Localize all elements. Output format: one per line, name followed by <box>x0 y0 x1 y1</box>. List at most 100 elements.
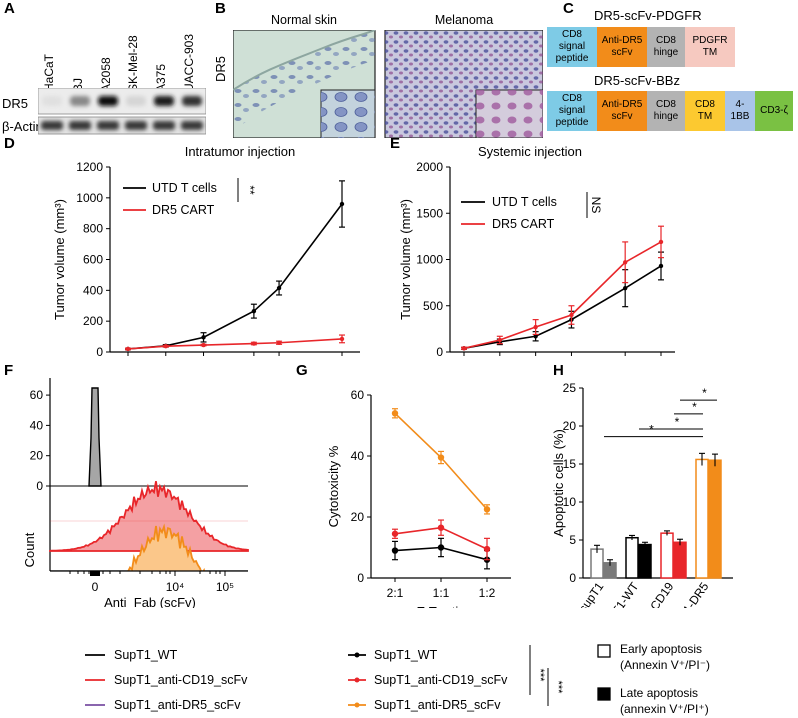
y-axis-label: Count <box>22 532 37 567</box>
x-tick-label: D13 <box>243 360 265 362</box>
x-tick-label: D4 <box>456 360 472 362</box>
y-tick-label: 1000 <box>416 253 443 267</box>
wb-row-label-actin: β-Actin <box>2 119 43 134</box>
wb-band-dr5 <box>42 96 62 106</box>
x-tick-label: D15 <box>268 360 290 362</box>
y-tick-label: 200 <box>83 314 103 328</box>
panel-label-h: H <box>553 362 564 379</box>
legend-label: (annexin V⁺/PI⁺) <box>620 702 709 716</box>
legend-marker <box>354 677 360 683</box>
chart-f-flow: 0 20 40 60 0 10⁴ 10⁵ Anti_Fab (scFv) Count <box>0 378 296 608</box>
chart-title: Intratumor injection <box>185 144 296 159</box>
wb-band-actin <box>125 121 147 130</box>
data-point <box>437 544 445 551</box>
x-tick-label: D6 <box>158 360 174 362</box>
data-point <box>533 334 538 339</box>
data-point <box>125 346 131 352</box>
x-tick-label: 1:1 <box>433 586 450 600</box>
chart-title: Systemic injection <box>478 144 582 159</box>
wb-band-actin <box>41 121 63 130</box>
data-point <box>251 308 257 314</box>
x-tick-label: D15 <box>650 360 672 362</box>
panel-label-f: F <box>4 362 14 379</box>
series-line <box>127 338 343 350</box>
data-point <box>276 340 282 345</box>
x-tick-label: D20 <box>331 360 353 362</box>
x-tick-label: D13 <box>614 360 636 362</box>
chart-d-intratumor: 0 200 400 600 800 1000 1200 D3 D6 D9 D13D15 D20 Tumo… <box>52 144 360 362</box>
x-tick-label: D8 <box>528 360 544 362</box>
data-point <box>658 239 664 245</box>
segment-anti-dr5-scfv: Anti-DR5 scFv <box>597 91 647 131</box>
series-line <box>127 203 343 350</box>
wb-lane-label: A2058 <box>99 57 113 92</box>
panel-label-g: G <box>296 362 308 379</box>
bar <box>638 543 652 579</box>
wb-lane-label: SK-Mel-28 <box>126 35 140 92</box>
segment-cd8-signal-peptide: CD8 signal peptide <box>547 91 597 131</box>
legend-label: UTD T cells <box>492 195 557 209</box>
x-tick-label: D9 <box>196 360 212 362</box>
y-axis-label: Tumor volume (mm³) <box>398 199 413 320</box>
wb-band-actin <box>153 121 175 130</box>
data-point <box>201 335 206 340</box>
legend-label: UTD T cells <box>152 181 217 195</box>
x-axis-marker <box>90 571 100 576</box>
y-tick-label: 20 <box>30 449 44 463</box>
data-point <box>483 506 491 513</box>
legend-label: Late apoptosis <box>620 686 698 700</box>
data-point <box>461 346 467 351</box>
legend-swatch-solid <box>597 687 611 701</box>
y-tick-label: 25 <box>563 381 577 395</box>
legend-label: DR5 CART <box>152 203 215 217</box>
legend-label: SupT1_WT <box>114 648 178 662</box>
wb-band-dr5 <box>126 96 146 106</box>
y-axis-label: Tumor volume (mm³) <box>52 199 67 320</box>
panel-label-b: B <box>215 0 226 17</box>
legend-label: Early apoptosis <box>620 642 702 656</box>
y-tick-label: 60 <box>351 388 365 402</box>
significance-label: ** <box>243 185 257 195</box>
y-tick-label: 1500 <box>416 206 443 220</box>
panel-label-e: E <box>390 135 401 152</box>
x-tick-label: 10⁵ <box>216 580 234 594</box>
significance-label: * <box>692 400 697 414</box>
data-point <box>339 201 345 207</box>
segment-cd8-tm: CD8 TM <box>685 91 725 131</box>
x-tick-label: 2:1 <box>387 586 404 600</box>
data-point <box>391 547 399 554</box>
y-axis-label: Apoptotic cells (%) <box>553 429 566 537</box>
segment-4-1bb: 4-1BB <box>725 91 755 131</box>
data-point <box>497 337 503 343</box>
legend-label: SupT1_WT <box>374 648 438 662</box>
segment-anti-dr5-scfv: Anti-DR5 scFv <box>597 27 647 67</box>
wb-band-actin <box>181 121 203 130</box>
bar <box>660 532 674 579</box>
x-tick-label: D3 <box>120 360 136 362</box>
legend-label: SupT1_anti-DR5_scFv <box>114 698 241 712</box>
wb-band-actin <box>97 121 119 130</box>
wb-band-dr5 <box>98 96 118 106</box>
x-tick-label: 0 <box>92 580 99 594</box>
x-tick-label: D10 <box>560 360 582 362</box>
legend-label: SupT1_anti-CD19_scFv <box>114 673 248 687</box>
y-tick-label: 400 <box>83 283 103 297</box>
data-point <box>658 263 664 269</box>
panel-label-a: A <box>4 0 15 17</box>
y-tick-label: 1200 <box>76 160 103 174</box>
x-axis-label: E:T ratio <box>417 604 466 608</box>
data-point <box>437 524 445 531</box>
histology-images <box>233 30 543 138</box>
data-point <box>251 341 257 346</box>
wb-lane-label: UACC-903 <box>182 33 196 92</box>
x-tick-label: 1:2 <box>479 586 496 600</box>
significance-label: * <box>675 415 680 429</box>
bar <box>673 541 687 579</box>
bar <box>590 548 604 579</box>
histogram-wt <box>88 387 102 487</box>
legend-marker <box>354 702 360 708</box>
legend-label: SupT1_anti-CD19_scFv <box>374 673 508 687</box>
y-tick-label: 10 <box>563 495 577 509</box>
y-tick-label: 600 <box>83 253 103 267</box>
